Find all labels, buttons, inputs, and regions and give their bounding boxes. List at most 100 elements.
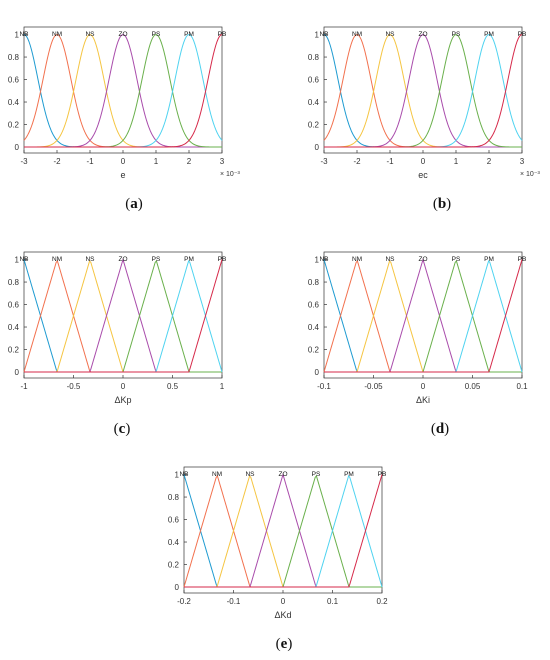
x-tick-label: -2	[53, 157, 61, 166]
y-tick-label: 0.6	[8, 76, 20, 85]
y-tick-label: 0.8	[8, 278, 20, 287]
x-exponent-label: × 10⁻³	[520, 171, 541, 178]
series-label-ns: NS	[385, 256, 395, 263]
series-label-pb: PB	[518, 256, 527, 263]
caption-b: (b)	[432, 196, 452, 212]
x-tick-label: 0.1	[327, 597, 339, 606]
series-label-pb: PB	[218, 31, 227, 38]
chart-panel-a: 0 0.2 0.4 0.6 0.8 1 -3 -2 -1 0 1 2 3 e × 10⁻³ NB NM NS ZO P…	[0, 0, 250, 195]
caption-e: (e)	[275, 636, 293, 652]
x-tick-label: 2	[187, 157, 192, 166]
x-tick-label: 1	[454, 157, 459, 166]
series-label-nm: NM	[52, 31, 62, 38]
x-tick-label: 0	[121, 382, 126, 391]
series-label-zo: ZO	[418, 256, 427, 263]
series-label-pb: PB	[518, 31, 527, 38]
y-tick-label: 0.2	[168, 561, 180, 570]
y-tick-label: 0.8	[168, 493, 180, 502]
y-tick-label: 1	[15, 256, 20, 265]
series-label-zo: ZO	[118, 31, 127, 38]
caption-letter: c	[118, 421, 126, 437]
y-tick-label: 1	[175, 471, 180, 480]
x-tick-label: 0	[121, 157, 126, 166]
y-tick-label: 0.8	[308, 53, 320, 62]
series-label-nm: NM	[52, 256, 62, 263]
series-label-nb: NB	[179, 471, 188, 478]
series-label-pm: PM	[184, 31, 194, 38]
x-tick-label: -0.2	[177, 597, 191, 606]
y-tick-label: 0.6	[308, 301, 320, 310]
series-label-pm: PM	[484, 31, 494, 38]
membership-chart-dki: 0 0.2 0.4 0.6 0.8 1 -0.1 -0.05 0 0.05 0.1 ΔKi NB NM NS…	[308, 251, 528, 405]
chart-panel-e: 0 0.2 0.4 0.6 0.8 1 -0.2 -0.1 0 0.1 0.2 ΔKd NB NM NS ZO…	[160, 440, 410, 635]
series-label-zo: ZO	[278, 471, 287, 478]
series-label-pb: PB	[218, 256, 227, 263]
membership-curve-pb	[324, 259, 523, 373]
series-label-nm: NM	[212, 471, 222, 478]
series-label-nm: NM	[352, 256, 362, 263]
x-tick-label: -3	[320, 157, 328, 166]
x-tick-label: 0	[421, 382, 426, 391]
x-axis-label: ΔKp	[114, 395, 131, 405]
x-tick-label: 0.1	[516, 382, 528, 391]
y-tick-label: 0.4	[8, 98, 20, 107]
y-tick-label: 0	[175, 583, 180, 592]
x-tick-label: 1	[220, 382, 225, 391]
x-tick-label: -0.1	[227, 597, 241, 606]
x-tick-label: 0	[421, 157, 426, 166]
y-tick-label: 0.4	[168, 538, 180, 547]
y-tick-label: 0.6	[308, 76, 320, 85]
x-tick-label: -1	[386, 157, 394, 166]
series-label-ns: NS	[85, 256, 95, 263]
x-tick-label: 0.5	[167, 382, 179, 391]
y-tick-label: 0	[15, 143, 20, 152]
y-tick-label: 0.8	[308, 278, 320, 287]
x-tick-label: -0.5	[67, 382, 81, 391]
y-tick-label: 0.2	[308, 121, 320, 130]
x-tick-label: -3	[20, 157, 28, 166]
caption-letter: d	[435, 421, 445, 437]
series-label-nm: NM	[352, 31, 362, 38]
series-label-ps: PS	[452, 31, 461, 38]
x-tick-label: -2	[353, 157, 361, 166]
x-axis-label: e	[120, 170, 125, 180]
y-tick-label: 0.4	[308, 323, 320, 332]
y-tick-label: 0.2	[8, 346, 20, 355]
series-label-zo: ZO	[418, 31, 427, 38]
y-tick-label: 0.6	[8, 301, 20, 310]
series-label-pm: PM	[344, 471, 354, 478]
series-label-zo: ZO	[118, 256, 127, 263]
y-tick-label: 0.4	[8, 323, 20, 332]
x-tick-label: 0.2	[376, 597, 388, 606]
x-axis-label: ΔKi	[416, 395, 430, 405]
series-label-ps: PS	[152, 256, 161, 263]
x-axis-label: ΔKd	[274, 610, 291, 620]
plot-area	[23, 26, 223, 154]
x-tick-label: 3	[220, 157, 225, 166]
chart-panel-d: 0 0.2 0.4 0.6 0.8 1 -0.1 -0.05 0 0.05 0.1 ΔKi NB NM NS…	[300, 225, 550, 420]
series-label-nb: NB	[19, 256, 28, 263]
x-tick-label: 2	[487, 157, 492, 166]
membership-curve-pb	[24, 34, 223, 148]
series-label-pm: PM	[184, 256, 194, 263]
x-tick-label: 0.05	[465, 382, 481, 391]
plot-area	[323, 251, 523, 379]
x-tick-label: -0.1	[317, 382, 331, 391]
series-label-pm: PM	[484, 256, 494, 263]
series-label-ns: NS	[245, 471, 255, 478]
membership-chart-e: 0 0.2 0.4 0.6 0.8 1 -3 -2 -1 0 1 2 3 e × 10⁻³ NB NM NS ZO P…	[8, 26, 241, 180]
x-exponent-label: × 10⁻³	[220, 171, 241, 178]
y-tick-label: 0.4	[308, 98, 320, 107]
y-tick-label: 0.8	[8, 53, 20, 62]
caption-letter: a	[130, 196, 138, 212]
x-tick-label: -1	[86, 157, 94, 166]
y-tick-label: 0	[15, 368, 20, 377]
y-tick-label: 1	[315, 31, 320, 40]
caption-d: (d)	[430, 421, 450, 437]
series-label-nb: NB	[319, 31, 328, 38]
membership-chart-ec: 0 0.2 0.4 0.6 0.8 1 -3 -2 -1 0 1 2 3 ec × 10⁻³ NB NM NS ZO…	[308, 26, 541, 180]
y-tick-label: 0.2	[308, 346, 320, 355]
x-tick-label: 1	[154, 157, 159, 166]
series-label-ps: PS	[312, 471, 321, 478]
series-label-nb: NB	[19, 31, 28, 38]
